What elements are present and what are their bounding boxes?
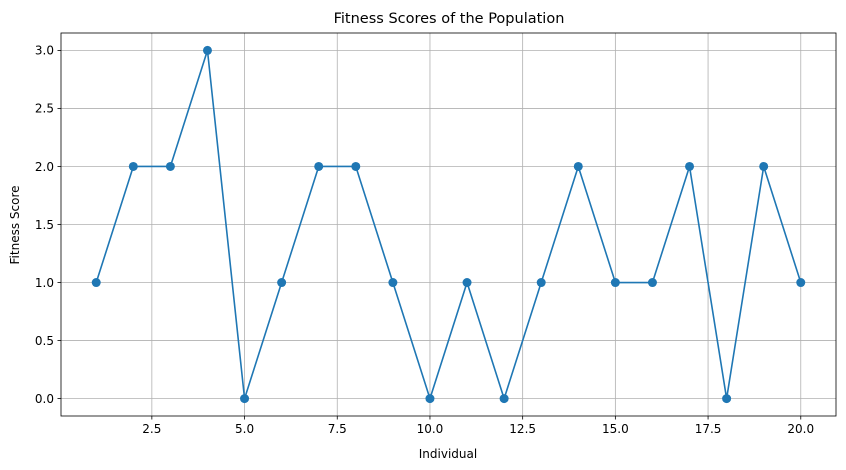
ticks: 2.5 5.0 7.5 10.0 12.5 15.0 17.5 20.0 0.0 0.5 1.0 1.…	[35, 44, 814, 436]
data-point	[91, 278, 101, 288]
x-tick-label: 12.5	[509, 422, 536, 436]
data-point	[388, 278, 398, 288]
x-tick-label: 10.0	[417, 422, 444, 436]
x-axis-label: Individual	[419, 447, 477, 461]
x-tick-label: 17.5	[695, 422, 722, 436]
x-tick-label: 15.0	[602, 422, 629, 436]
data-point	[202, 45, 212, 55]
x-tick-label: 2.5	[142, 422, 161, 436]
data-point	[610, 278, 620, 288]
data-point	[314, 161, 324, 171]
data-point	[573, 161, 583, 171]
data-point	[277, 278, 287, 288]
series-line	[95, 49, 802, 400]
data-point	[165, 161, 175, 171]
data-point	[647, 278, 657, 288]
series-layer	[91, 45, 806, 404]
data-point	[685, 161, 695, 171]
grid	[61, 33, 836, 416]
data-point	[722, 394, 732, 404]
data-point	[351, 161, 361, 171]
data-point	[536, 278, 546, 288]
y-tick-label: 2.0	[35, 160, 54, 174]
y-tick-label: 0.0	[35, 392, 54, 406]
data-point	[128, 161, 138, 171]
data-point	[425, 394, 435, 404]
x-tick-label: 20.0	[787, 422, 814, 436]
y-tick-label: 0.5	[35, 334, 54, 348]
y-tick-label: 1.5	[35, 218, 54, 232]
data-point	[796, 278, 806, 288]
x-tick-label: 5.0	[235, 422, 254, 436]
y-tick-label: 1.0	[35, 276, 54, 290]
x-tick-label: 7.5	[328, 422, 347, 436]
y-axis-label: Fitness Score	[8, 186, 22, 265]
data-point	[759, 161, 769, 171]
data-point	[462, 278, 472, 288]
y-tick-label: 2.5	[35, 102, 54, 116]
chart-title: Fitness Scores of the Population	[334, 11, 565, 27]
data-point	[240, 394, 250, 404]
data-point	[499, 394, 509, 404]
y-tick-label: 3.0	[35, 44, 54, 58]
